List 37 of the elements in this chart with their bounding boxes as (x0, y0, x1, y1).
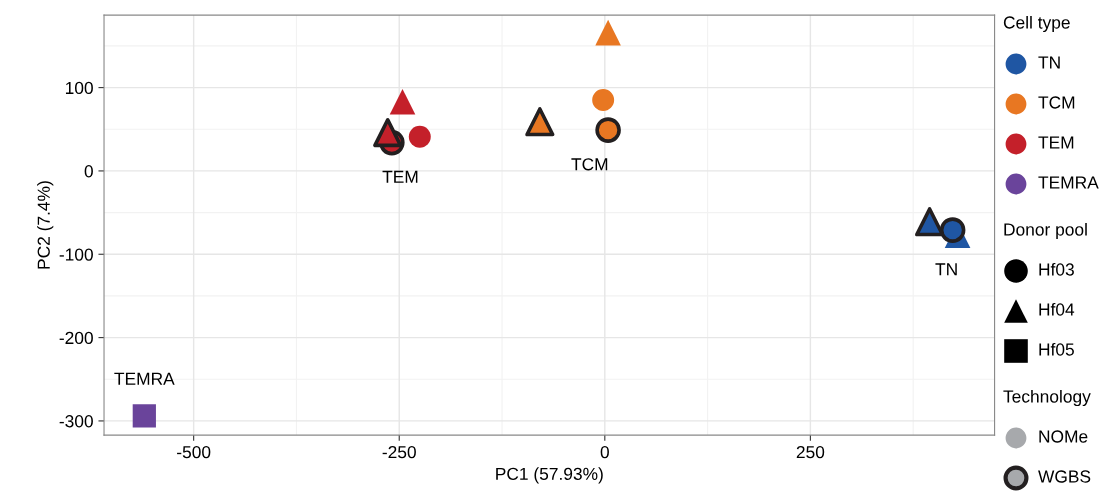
text: Hf03 (1039, 262, 1074, 276)
text: TEM (1038, 136, 1074, 149)
y-tick-label: -200 (59, 331, 93, 345)
text: Cell type (1003, 15, 1070, 33)
point (132, 404, 156, 428)
point (389, 88, 416, 115)
text: Donor pool (1004, 222, 1087, 240)
point (525, 107, 555, 137)
text: TCM (1038, 96, 1075, 109)
text: NOMe (1039, 430, 1088, 443)
text: Hf05 (1039, 342, 1074, 356)
text: WGBS (1038, 470, 1091, 483)
text: Technology (1003, 389, 1091, 407)
text: TN (1038, 56, 1060, 69)
x-axis-title: PC1 (57.93%) (496, 467, 603, 484)
x-tick-label: -500 (177, 445, 211, 459)
point (592, 89, 615, 112)
x-tick-label: 250 (796, 445, 825, 459)
series-label: TN (935, 263, 957, 276)
y-tick-label: -100 (59, 248, 93, 261)
point (408, 125, 431, 148)
point (939, 217, 966, 243)
series-label: TEM (382, 170, 418, 183)
y-axis-title: PC2 (7.4%) (37, 181, 54, 269)
point (595, 117, 621, 143)
series-label: TEMRA (114, 372, 175, 385)
text: TCM (571, 158, 608, 171)
y-tick-label: 0 (84, 165, 93, 178)
text: TEMRA (1038, 176, 1099, 189)
point (595, 19, 621, 46)
point (915, 207, 945, 237)
y-tick-label: 100 (65, 81, 93, 95)
point (373, 117, 403, 148)
y-tick-label: -300 (59, 415, 93, 428)
text: Hf04 (1039, 302, 1075, 316)
x-tick-label: -250 (382, 445, 416, 459)
x-tick-label: 0 (600, 445, 609, 459)
